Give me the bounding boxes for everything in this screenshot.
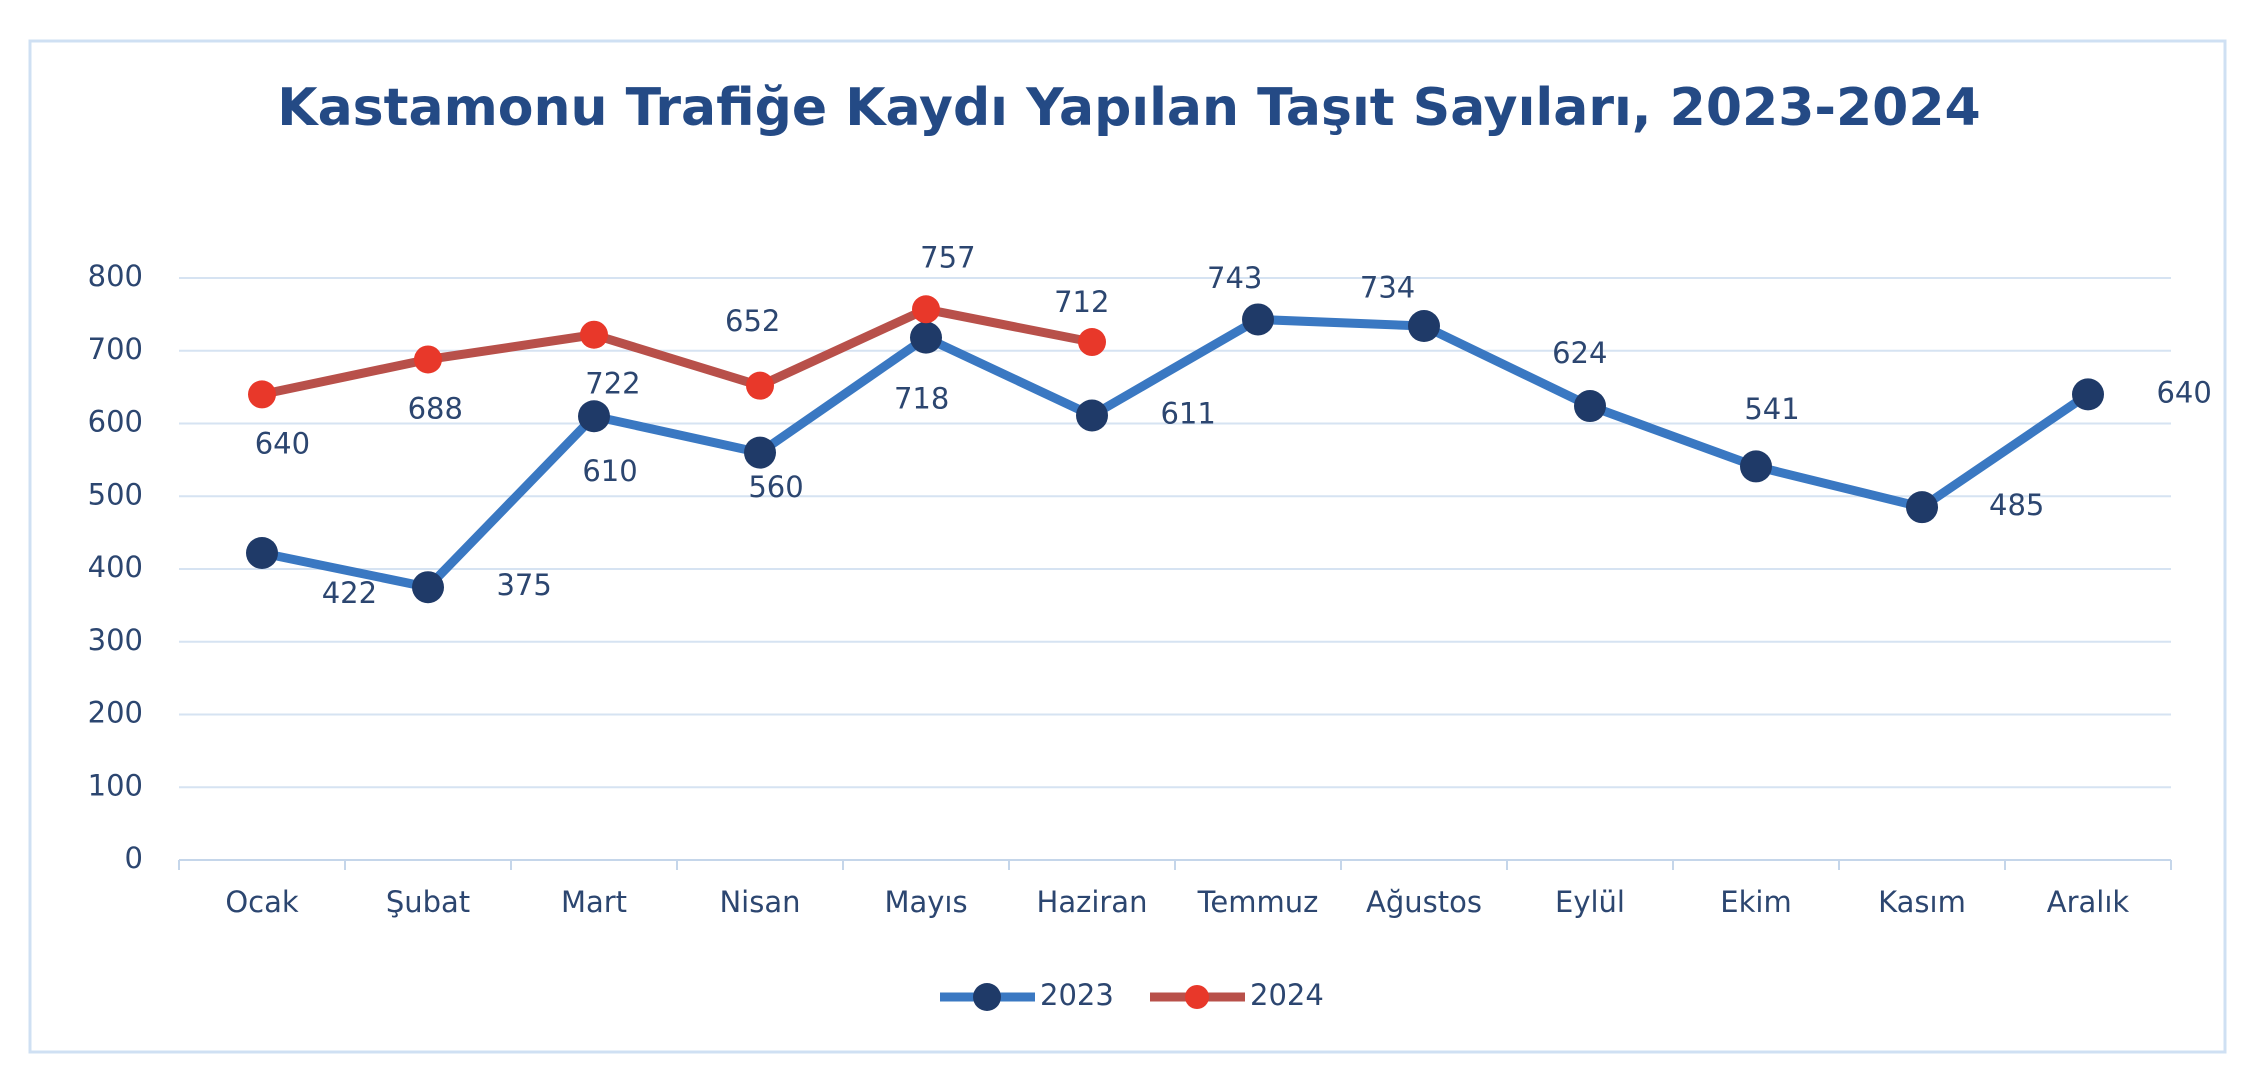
data-label: 652 (725, 304, 780, 338)
point (248, 380, 276, 409)
x-tick-label: Haziran (1037, 885, 1148, 919)
point (2072, 378, 2104, 411)
data-label: 640 (2156, 375, 2211, 409)
data-label: 541 (1744, 392, 1799, 426)
series-line (261, 304, 1093, 399)
x-tick-label: Mayıs (884, 885, 967, 919)
y-tick-label: 400 (88, 550, 143, 584)
point (578, 400, 610, 433)
point (744, 436, 776, 469)
data-label: 624 (1552, 336, 1607, 370)
point (910, 321, 942, 354)
y-tick-label: 0 (125, 841, 143, 875)
data-label: 560 (748, 470, 803, 504)
chart-border (28, 39, 2227, 1054)
data-label: 422 (322, 576, 377, 610)
point (1906, 491, 1938, 524)
data-label: 688 (408, 391, 463, 425)
point (412, 571, 444, 604)
data-label: 485 (1989, 488, 2044, 522)
point (1078, 328, 1106, 357)
series-line (261, 314, 2091, 592)
x-tick-label: Ekim (1720, 885, 1791, 919)
data-label: 757 (920, 241, 975, 275)
point (1408, 310, 1440, 343)
x-tick-label: Şubat (386, 885, 470, 919)
x-tick-label: Mart (561, 885, 627, 919)
y-tick-label: 300 (88, 623, 143, 657)
x-tick-label: Temmuz (1197, 885, 1319, 919)
data-label: 712 (1054, 285, 1109, 319)
x-tick-label: Eylül (1555, 885, 1625, 919)
point (580, 320, 608, 349)
point (746, 371, 774, 400)
point (1242, 303, 1274, 336)
data-label: 718 (894, 381, 949, 415)
point (414, 345, 442, 374)
data-label: 722 (585, 367, 640, 401)
data-label: 640 (255, 426, 310, 460)
legend-label: 2024 (1250, 978, 1324, 1012)
data-label: 610 (582, 454, 637, 488)
y-tick-label: 600 (88, 405, 143, 439)
data-label: 375 (496, 568, 551, 602)
y-tick-label: 700 (88, 332, 143, 366)
y-tick-label: 500 (88, 477, 143, 511)
data-label: 734 (1360, 271, 1415, 305)
x-tick-label: Ocak (225, 885, 299, 919)
data-label: 611 (1160, 396, 1215, 430)
data-label: 743 (1207, 261, 1262, 295)
y-tick-label: 800 (88, 259, 143, 293)
point (1574, 390, 1606, 423)
point (912, 295, 940, 324)
y-tick-label: 100 (88, 768, 143, 802)
legend-marker (973, 983, 1001, 1011)
point (1740, 450, 1772, 483)
y-tick-label: 200 (88, 696, 143, 730)
legend-marker (1185, 985, 1209, 1009)
chart-title: Kastamonu Trafiğe Kaydı Yapılan Taşıt Sa… (277, 78, 1980, 138)
point (246, 536, 278, 569)
x-tick-label: Aralık (2047, 885, 2130, 919)
x-tick-label: Kasım (1878, 885, 1966, 919)
x-tick-label: Nisan (719, 885, 800, 919)
legend-label: 2023 (1040, 978, 1114, 1012)
x-tick-label: Ağustos (1366, 885, 1482, 919)
point (1076, 399, 1108, 432)
